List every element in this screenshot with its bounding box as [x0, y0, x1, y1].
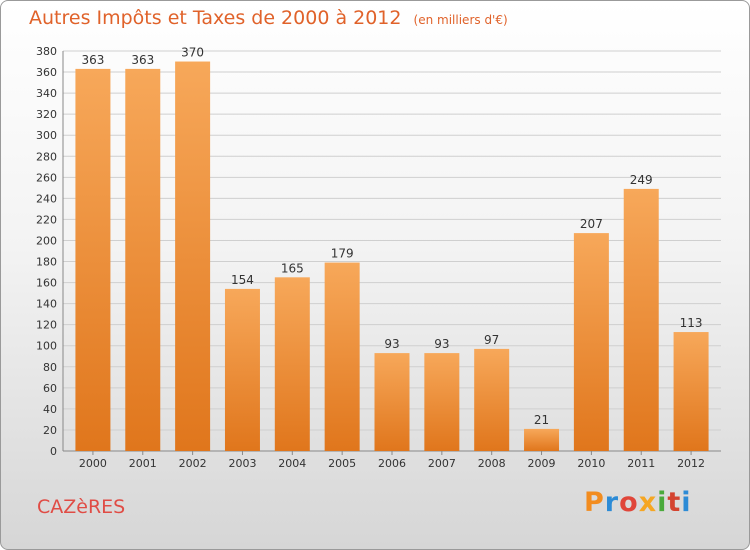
- y-tick-label: 200: [36, 234, 57, 247]
- bar: [424, 353, 460, 451]
- data-label: 93: [434, 337, 449, 351]
- bar: [524, 428, 560, 451]
- y-tick-label: 40: [43, 403, 57, 416]
- bar: [374, 353, 410, 451]
- data-label: 113: [680, 316, 703, 330]
- y-tick-label: 240: [36, 192, 57, 205]
- commune-name: CAZèRES: [37, 496, 126, 518]
- data-label: 21: [534, 413, 549, 427]
- y-tick-label: 260: [36, 171, 57, 184]
- x-tick-label: 2000: [79, 457, 107, 470]
- bar: [673, 332, 709, 451]
- bar: [125, 68, 161, 451]
- x-tick-label: 2011: [627, 457, 655, 470]
- data-label: 165: [281, 261, 304, 275]
- bar: [324, 262, 360, 451]
- y-tick-label: 140: [36, 298, 57, 311]
- data-label: 370: [181, 46, 204, 60]
- chart-title-text: Autres Impôts et Taxes de 2000 à 2012: [29, 7, 402, 29]
- x-tick-label: 2002: [179, 457, 207, 470]
- y-tick-label: 320: [36, 108, 57, 121]
- y-tick-label: 300: [36, 129, 57, 142]
- data-label: 179: [331, 247, 354, 261]
- y-tick-label: 120: [36, 319, 57, 332]
- data-label: 97: [484, 333, 499, 347]
- x-tick-label: 2012: [677, 457, 705, 470]
- x-tick-label: 2006: [378, 457, 406, 470]
- x-tick-label: 2004: [278, 457, 306, 470]
- bar: [623, 188, 659, 452]
- bar: [224, 288, 260, 451]
- x-tick-label: 2009: [528, 457, 556, 470]
- y-tick-label: 380: [36, 45, 57, 58]
- y-tick-label: 80: [43, 361, 57, 374]
- y-tick-label: 20: [43, 424, 57, 437]
- chart-title: Autres Impôts et Taxes de 2000 à 2012 (e…: [29, 7, 508, 29]
- chart-title-unit: (en milliers d'€): [413, 13, 508, 27]
- bar: [175, 61, 211, 452]
- x-tick-label: 2010: [577, 457, 605, 470]
- y-tick-label: 100: [36, 340, 57, 353]
- data-label: 207: [580, 217, 603, 231]
- bar: [573, 233, 609, 451]
- data-label: 363: [81, 53, 104, 67]
- y-tick-label: 0: [50, 445, 57, 458]
- y-tick-label: 360: [36, 66, 57, 79]
- proxiti-logo: Proxiti: [584, 487, 692, 518]
- y-tick-label: 60: [43, 382, 57, 395]
- x-tick-label: 2001: [129, 457, 157, 470]
- data-label: 363: [131, 53, 154, 67]
- data-label: 249: [630, 173, 653, 187]
- bar: [75, 68, 111, 451]
- y-tick-label: 280: [36, 150, 57, 163]
- x-tick-label: 2005: [328, 457, 356, 470]
- x-tick-label: 2003: [228, 457, 256, 470]
- bar: [474, 348, 510, 451]
- x-tick-label: 2008: [478, 457, 506, 470]
- y-tick-label: 180: [36, 256, 57, 269]
- bar: [274, 277, 310, 451]
- y-tick-label: 220: [36, 213, 57, 226]
- data-label: 93: [384, 337, 399, 351]
- y-tick-label: 160: [36, 277, 57, 290]
- y-tick-label: 340: [36, 87, 57, 100]
- x-tick-label: 2007: [428, 457, 456, 470]
- data-label: 154: [231, 273, 254, 287]
